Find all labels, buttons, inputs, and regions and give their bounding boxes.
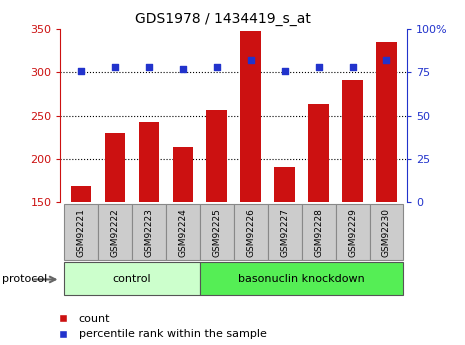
Point	[179, 66, 186, 72]
Text: GSM92226: GSM92226	[246, 208, 255, 257]
Text: GSM92229: GSM92229	[348, 208, 357, 257]
Point	[77, 68, 85, 73]
Bar	[240, 31, 261, 202]
Point	[315, 65, 322, 70]
Bar	[308, 104, 329, 202]
Bar	[173, 148, 193, 202]
Legend: count, percentile rank within the sample: count, percentile rank within the sample	[52, 314, 266, 339]
Text: GSM92223: GSM92223	[144, 208, 153, 257]
Text: GSM92230: GSM92230	[382, 208, 391, 257]
Text: basonuclin knockdown: basonuclin knockdown	[238, 274, 365, 284]
Bar	[98, 204, 132, 260]
Bar	[370, 204, 404, 260]
Text: GSM92225: GSM92225	[212, 208, 221, 257]
Point	[247, 58, 254, 63]
Bar	[64, 204, 98, 260]
Bar	[234, 204, 268, 260]
Bar	[268, 204, 302, 260]
Bar	[302, 204, 336, 260]
Text: GSM92222: GSM92222	[110, 208, 120, 257]
Point	[383, 58, 390, 63]
Point	[145, 65, 153, 70]
Point	[111, 65, 119, 70]
Bar	[139, 122, 159, 202]
Point	[213, 65, 220, 70]
Bar	[199, 204, 234, 260]
Text: protocol: protocol	[2, 274, 47, 284]
Bar	[64, 262, 199, 295]
Text: GDS1978 / 1434419_s_at: GDS1978 / 1434419_s_at	[135, 12, 311, 26]
Point	[349, 65, 356, 70]
Text: GSM92227: GSM92227	[280, 208, 289, 257]
Bar	[376, 42, 397, 202]
Bar	[336, 204, 370, 260]
Text: control: control	[113, 274, 151, 284]
Bar	[342, 80, 363, 202]
Text: GSM92228: GSM92228	[314, 208, 323, 257]
Bar	[274, 167, 295, 202]
Bar	[71, 186, 91, 202]
Bar	[206, 110, 227, 202]
Text: GSM92221: GSM92221	[76, 208, 86, 257]
Bar	[166, 204, 199, 260]
Bar	[132, 204, 166, 260]
Bar	[105, 133, 125, 202]
Point	[281, 68, 288, 73]
Bar	[199, 262, 404, 295]
Text: GSM92224: GSM92224	[178, 208, 187, 257]
